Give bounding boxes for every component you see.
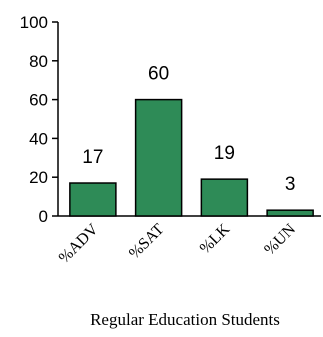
y-tick-label: 80 (29, 52, 48, 71)
data-label: 60 (148, 64, 169, 85)
y-tick-label: 40 (29, 129, 48, 148)
category-label: %UN (261, 220, 299, 258)
y-tick-label: 0 (39, 207, 48, 226)
data-labels: 17 60 19 3 (82, 64, 295, 196)
bar (200, 178, 249, 217)
y-tick-label: 60 (29, 91, 48, 110)
data-label: 3 (285, 174, 296, 195)
category-label: %LK (197, 220, 234, 257)
bar (266, 209, 314, 217)
bars (69, 98, 314, 217)
y-tick-label: 20 (29, 168, 48, 187)
bar (69, 182, 117, 217)
data-label: 19 (214, 143, 235, 164)
bar (134, 98, 183, 217)
x-axis-title: Regular Education Students (90, 310, 280, 329)
y-tick-label: 100 (20, 13, 48, 32)
category-label: %ADV (56, 220, 102, 266)
category-label: %SAT (126, 221, 168, 263)
category-labels: %ADV %SAT %LK %UN (56, 220, 300, 266)
data-label: 17 (82, 147, 103, 168)
